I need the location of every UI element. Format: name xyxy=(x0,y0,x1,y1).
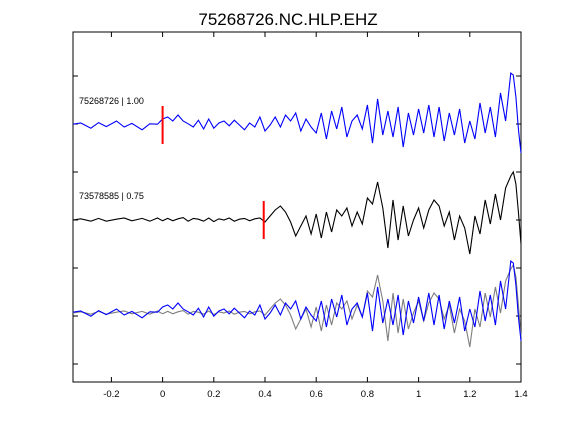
chart-title: 75268726.NC.HLP.EHZ xyxy=(198,10,377,29)
overlay-trace-primary xyxy=(72,259,522,342)
x-tick-label: 1 xyxy=(416,389,421,400)
overlay-trace-secondary xyxy=(72,263,522,348)
x-tick-label: 0.8 xyxy=(361,389,374,400)
trace-line-2 xyxy=(72,170,522,255)
x-tick-label: 0.6 xyxy=(310,389,323,400)
x-tick-label: 0 xyxy=(160,389,165,400)
trace-label-1: 75268726 | 1.00 xyxy=(79,96,144,106)
plot-traces: 75268726 | 1.00 73578585 | 0.75 xyxy=(72,71,522,348)
x-tick-label: 1.2 xyxy=(463,389,476,400)
trace-label-2: 73578585 | 0.75 xyxy=(79,191,144,201)
x-tick-label: 0.4 xyxy=(258,389,271,400)
trace-line-1 xyxy=(72,71,522,154)
x-tick-label: 0.2 xyxy=(207,389,220,400)
x-tick-label: -0.2 xyxy=(103,389,119,400)
plot-axes: -0.2 0 0.2 0.4 0.6 0.8 1 1.2 1.4 xyxy=(72,31,528,400)
plot-frame xyxy=(72,31,522,383)
x-tick-label: 1.4 xyxy=(514,389,527,400)
